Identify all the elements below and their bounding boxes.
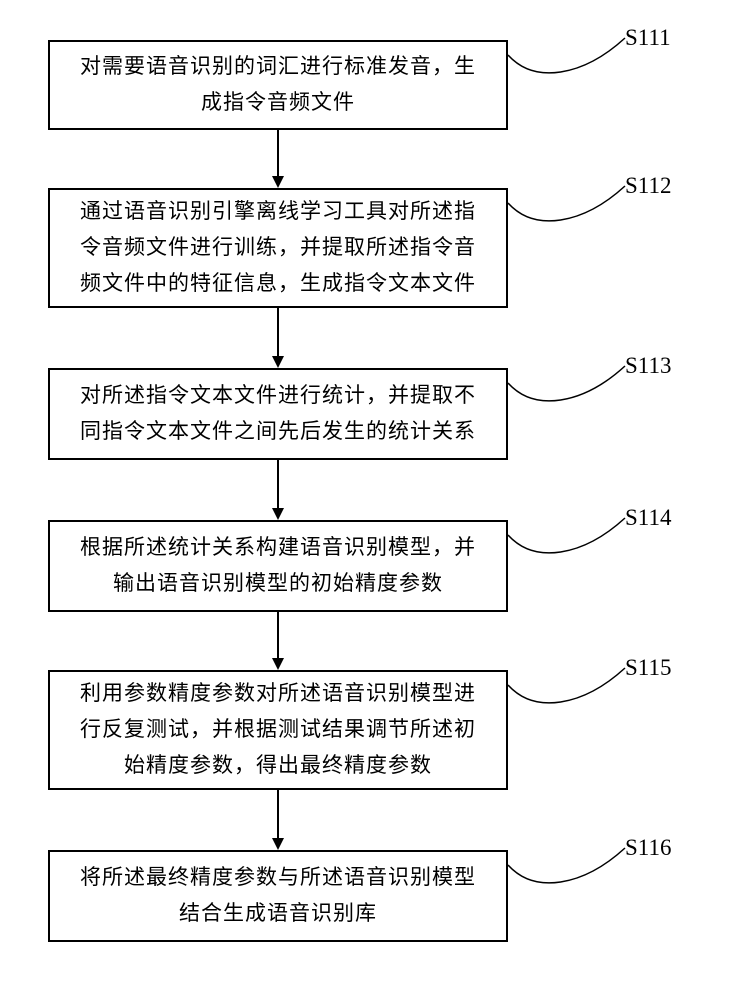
connector-curve-s112 xyxy=(503,156,630,233)
step-text: 根据所述统计关系构建语音识别模型，并输出语音识别模型的初始精度参数 xyxy=(70,530,486,601)
connector-curve-s111 xyxy=(503,8,630,85)
step-label-s114: S114 xyxy=(625,505,671,531)
flowchart-container: 对需要语音识别的词汇进行标准发音，生成指令音频文件 S111 通过语音识别引擎离线学… xyxy=(0,0,755,1000)
flowchart-step-s115: 利用参数精度参数对所述语音识别模型进行反复测试，并根据测试结果调节所述初始精度参… xyxy=(48,670,508,790)
connector-curve-s113 xyxy=(503,336,630,413)
flowchart-arrow-1 xyxy=(268,308,288,368)
flowchart-step-s116: 将所述最终精度参数与所述语音识别模型结合生成语音识别库 xyxy=(48,850,508,942)
step-text: 通过语音识别引擎离线学习工具对所述指令音频文件进行训练，并提取所述指令音频文件中… xyxy=(70,194,486,301)
flowchart-step-s113: 对所述指令文本文件进行统计，并提取不同指令文本文件之间先后发生的统计关系 xyxy=(48,368,508,460)
connector-curve-s115 xyxy=(503,638,630,715)
flowchart-step-s111: 对需要语音识别的词汇进行标准发音，生成指令音频文件 xyxy=(48,40,508,130)
connector-curve-s116 xyxy=(503,818,630,895)
flowchart-arrow-4 xyxy=(268,790,288,850)
connector-curve-s114 xyxy=(503,488,630,565)
step-label-s112: S112 xyxy=(625,173,671,199)
step-text: 利用参数精度参数对所述语音识别模型进行反复测试，并根据测试结果调节所述初始精度参… xyxy=(70,676,486,783)
step-label-s111: S111 xyxy=(625,25,671,51)
flowchart-arrow-3 xyxy=(268,612,288,670)
step-label-s113: S113 xyxy=(625,353,671,379)
step-text: 对需要语音识别的词汇进行标准发音，生成指令音频文件 xyxy=(70,49,486,120)
flowchart-arrow-0 xyxy=(268,130,288,188)
step-text: 对所述指令文本文件进行统计，并提取不同指令文本文件之间先后发生的统计关系 xyxy=(70,378,486,449)
step-text: 将所述最终精度参数与所述语音识别模型结合生成语音识别库 xyxy=(70,860,486,931)
flowchart-step-s112: 通过语音识别引擎离线学习工具对所述指令音频文件进行训练，并提取所述指令音频文件中… xyxy=(48,188,508,308)
flowchart-arrow-2 xyxy=(268,460,288,520)
step-label-s115: S115 xyxy=(625,655,671,681)
step-label-s116: S116 xyxy=(625,835,671,861)
flowchart-step-s114: 根据所述统计关系构建语音识别模型，并输出语音识别模型的初始精度参数 xyxy=(48,520,508,612)
